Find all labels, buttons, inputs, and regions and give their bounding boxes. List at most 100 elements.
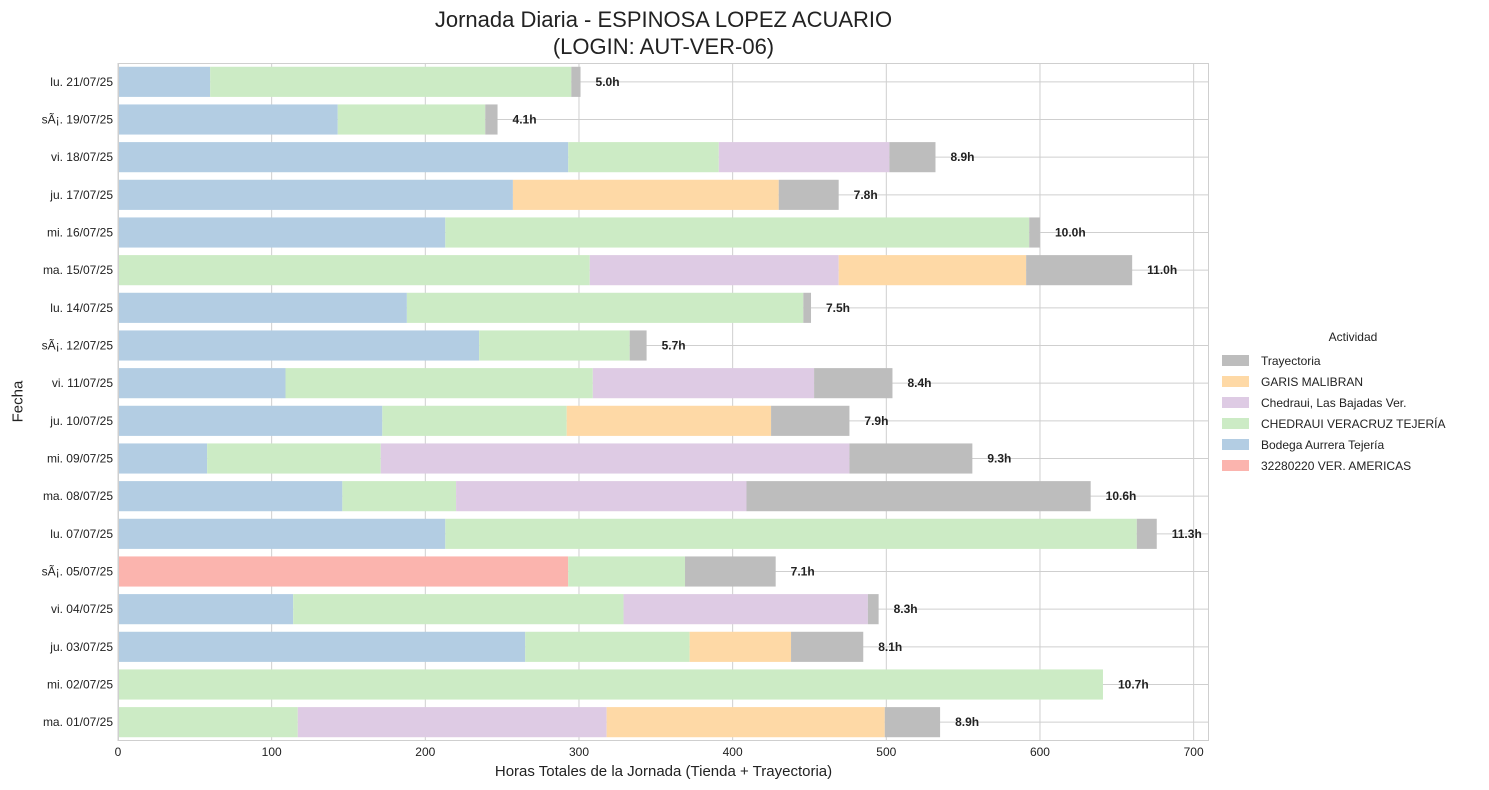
data-label: 10.7h bbox=[1118, 678, 1149, 692]
bar-segment bbox=[118, 179, 513, 210]
bar-segment bbox=[118, 292, 407, 323]
bar-segment bbox=[778, 179, 839, 210]
y-axis-label: Fecha bbox=[9, 380, 27, 423]
bar-segment bbox=[589, 255, 839, 286]
x-tick-label: 500 bbox=[876, 745, 896, 759]
legend-swatch bbox=[1222, 355, 1249, 366]
bar-segment bbox=[207, 443, 381, 474]
bar-segment bbox=[838, 255, 1027, 286]
legend-label: 32280220 VER. AMERICAS bbox=[1261, 458, 1412, 473]
bar-segment bbox=[592, 368, 815, 399]
data-label: 4.1h bbox=[513, 113, 537, 127]
bar-segment bbox=[718, 142, 890, 173]
bar-segment bbox=[445, 518, 1137, 549]
legend-item: Chedraui, Las Bajadas Ver. bbox=[1222, 392, 1484, 413]
legend-title: Actividad bbox=[1328, 330, 1378, 344]
bar-segment bbox=[685, 556, 776, 587]
y-tick-label: sÃ¡. 19/07/25 bbox=[42, 113, 114, 127]
bar-segment bbox=[445, 217, 1030, 248]
bar-segment bbox=[629, 330, 647, 361]
bar-segment bbox=[118, 594, 294, 625]
legend-label: Bodega Aurrera Tejería bbox=[1261, 437, 1385, 452]
data-label: 7.8h bbox=[854, 188, 878, 202]
y-tick-label: mi. 09/07/25 bbox=[47, 452, 113, 466]
bar-segment bbox=[118, 142, 569, 173]
bar-segment bbox=[568, 142, 719, 173]
bar-segment bbox=[566, 405, 772, 436]
chart-title-line-2: (LOGIN: AUT-VER-06) bbox=[552, 34, 775, 59]
bar-segment bbox=[380, 443, 850, 474]
legend-item: 32280220 VER. AMERICAS bbox=[1222, 455, 1484, 476]
plot-area bbox=[118, 63, 1209, 741]
legend-swatch bbox=[1222, 460, 1249, 471]
x-tick-label: 300 bbox=[569, 745, 589, 759]
bar-segment bbox=[118, 405, 383, 436]
legend-label: CHEDRAUI VERACRUZ TEJERÍA bbox=[1261, 416, 1446, 431]
y-tick-label: lu. 21/07/25 bbox=[50, 75, 113, 89]
y-tick-label: mi. 16/07/25 bbox=[47, 226, 113, 240]
data-label: 8.1h bbox=[878, 640, 902, 654]
y-tick-label: ma. 01/07/25 bbox=[43, 715, 113, 729]
data-label: 10.0h bbox=[1055, 226, 1086, 240]
bar-segment bbox=[118, 66, 211, 97]
bar-segment bbox=[118, 707, 298, 738]
bar-segment bbox=[118, 255, 590, 286]
bar-segment bbox=[1136, 518, 1157, 549]
bar-segment bbox=[118, 104, 338, 135]
bar-segment bbox=[285, 368, 593, 399]
bar-segment bbox=[337, 104, 486, 135]
data-label: 11.0h bbox=[1147, 263, 1177, 277]
bar-segment bbox=[118, 481, 343, 512]
y-tick-label: vi. 18/07/25 bbox=[51, 150, 113, 164]
legend-item: Trayectoria bbox=[1222, 350, 1484, 371]
x-tick-label: 0 bbox=[115, 745, 122, 759]
data-label: 7.9h bbox=[864, 414, 888, 428]
bar-segment bbox=[1026, 255, 1133, 286]
bar-segment bbox=[803, 292, 812, 323]
legend-item: GARIS MALIBRAN bbox=[1222, 371, 1484, 392]
bar-segment bbox=[623, 594, 868, 625]
data-label: 8.9h bbox=[950, 150, 974, 164]
x-axis-label: Horas Totales de la Jornada (Tienda + Tr… bbox=[494, 763, 833, 780]
bar-segment bbox=[525, 631, 690, 662]
bar-segment bbox=[297, 707, 607, 738]
y-tick-label: ju. 17/07/25 bbox=[49, 188, 113, 202]
bar-segment bbox=[456, 481, 747, 512]
y-tick-label: sÃ¡. 05/07/25 bbox=[42, 565, 114, 579]
bar-segment bbox=[606, 707, 885, 738]
y-tick-label: lu. 07/07/25 bbox=[50, 527, 113, 541]
legend-swatch bbox=[1222, 418, 1249, 429]
data-label: 9.3h bbox=[987, 452, 1011, 466]
x-tick-label: 700 bbox=[1184, 745, 1204, 759]
y-tick-label: vi. 04/07/25 bbox=[51, 602, 113, 616]
data-label: 10.6h bbox=[1106, 489, 1137, 503]
data-label: 8.9h bbox=[955, 715, 979, 729]
legend-swatch bbox=[1222, 397, 1249, 408]
bar-segment bbox=[791, 631, 864, 662]
bar-segment bbox=[771, 405, 850, 436]
legend-swatch bbox=[1222, 439, 1249, 450]
data-label: 7.5h bbox=[826, 301, 850, 315]
x-tick-label: 400 bbox=[723, 745, 743, 759]
y-tick-label: sÃ¡. 12/07/25 bbox=[42, 339, 114, 353]
y-tick-label: ju. 10/07/25 bbox=[49, 414, 113, 428]
y-tick-label: vi. 11/07/25 bbox=[52, 376, 113, 390]
bar-segment bbox=[867, 594, 879, 625]
bar-segment bbox=[118, 518, 446, 549]
legend: Actividad Trayectoria GARIS MALIBRAN Chedr… bbox=[1222, 330, 1484, 476]
bar-segment bbox=[118, 330, 480, 361]
bar-segment bbox=[889, 142, 936, 173]
bar-segment bbox=[512, 179, 779, 210]
bar-segment bbox=[849, 443, 973, 474]
bar-segment bbox=[814, 368, 893, 399]
data-label: 8.4h bbox=[907, 376, 931, 390]
bar-segment bbox=[118, 368, 286, 399]
bar-segment bbox=[118, 443, 208, 474]
bar-segment bbox=[406, 292, 804, 323]
x-tick-label: 600 bbox=[1030, 745, 1050, 759]
legend-swatch bbox=[1222, 376, 1249, 387]
data-label: 5.7h bbox=[662, 339, 686, 353]
bar-segment bbox=[382, 405, 567, 436]
y-tick-label: ma. 15/07/25 bbox=[43, 263, 113, 277]
